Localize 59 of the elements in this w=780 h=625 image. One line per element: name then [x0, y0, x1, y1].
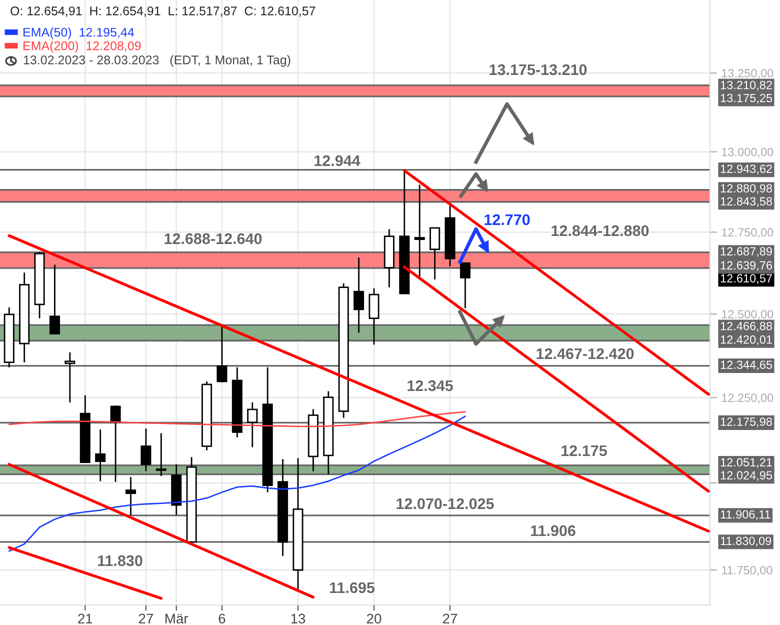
- candlestick: [64, 352, 76, 404]
- ref-line-label: 12.175,98: [720, 418, 772, 428]
- x-tick-label: 27: [442, 614, 458, 624]
- ref-line-label: 13.210,82: [720, 80, 772, 91]
- annotation: 12.688-12.640: [164, 233, 262, 244]
- ref-line-label: 12.880,98: [720, 184, 772, 194]
- ref-line-label: 13.175,25: [720, 94, 772, 104]
- annotation: 12.467-12.420: [536, 348, 634, 360]
- chart-title: O: 12.654,91 H: 12.654,91 L: 12.517,87 C: 12.610,57: [10, 6, 316, 17]
- annotation: 11.695: [330, 582, 375, 594]
- candlestick: [368, 288, 380, 346]
- ref-line-label: 12.420,01: [720, 335, 772, 346]
- ref-line-label: 12.024,95: [720, 471, 772, 481]
- ref-line-label: 12.466,88: [720, 322, 772, 332]
- x-tick-label: 13: [291, 614, 306, 624]
- ref-line-label: 12.344,65: [720, 360, 772, 370]
- ref-line-label: 12.687,89: [720, 247, 772, 257]
- annotation: 12.770: [484, 214, 530, 226]
- y-tick-label: 12.750,00: [722, 228, 774, 238]
- text: 12.610,57: [720, 274, 772, 284]
- x-tick-label: 21: [78, 614, 92, 624]
- y-tick-label: 13.000,00: [722, 148, 774, 158]
- candlestick: [430, 227, 440, 280]
- candlestick: [95, 428, 106, 482]
- ref-line-label: 12.051,21: [720, 458, 772, 468]
- annotation: 12.844-12.880: [552, 225, 649, 236]
- annotation: 12.175: [562, 445, 607, 456]
- annotation: 12.070-12.025: [396, 498, 494, 510]
- candlestick: [216, 326, 228, 384]
- legend-label: EMA(50) 12.195,44: [24, 28, 134, 40]
- ref-line-label: 12.943,62: [720, 164, 772, 174]
- y-tick-label: 12.250,00: [722, 394, 774, 404]
- ref-line-label: 12.843,58: [720, 197, 772, 207]
- candlestick: [460, 262, 470, 309]
- y-tick-label: 11.750,00: [722, 566, 772, 576]
- candlestick: [414, 184, 425, 280]
- x-tick-label: Mär: [166, 614, 188, 624]
- x-tick-label: 27: [138, 614, 153, 624]
- candlestick: [247, 402, 258, 448]
- candlestick: [110, 404, 121, 483]
- ref-line-label: 11.906,11: [720, 510, 770, 520]
- candlestick: [140, 428, 152, 472]
- annotation: 13.175-13.210: [490, 64, 587, 76]
- legend-label: EMA(200) 12.208,09: [24, 41, 141, 53]
- candlestick: [156, 432, 166, 477]
- ref-line-label: 11.830,09: [720, 536, 772, 546]
- x-tick-label: 20: [366, 614, 382, 624]
- candlestick: [125, 476, 136, 516]
- candlestick: [354, 256, 364, 334]
- annotation: 12.944: [314, 155, 360, 166]
- ref-line-label: 12.639,76: [720, 261, 772, 271]
- text: 13.02.2023 - 28.03.2023 (EDT, 1 Monat, 1 Tag): [24, 55, 290, 67]
- y-tick-label: 12.500,00: [722, 310, 774, 320]
- x-tick-label: 6: [218, 614, 226, 624]
- annotation: 11.906: [531, 525, 576, 536]
- annotation: 11.830: [98, 555, 142, 566]
- annotation: 12.345: [408, 380, 453, 392]
- y-tick-label: 13.250,00: [722, 69, 774, 79]
- candlestick: [49, 264, 60, 334]
